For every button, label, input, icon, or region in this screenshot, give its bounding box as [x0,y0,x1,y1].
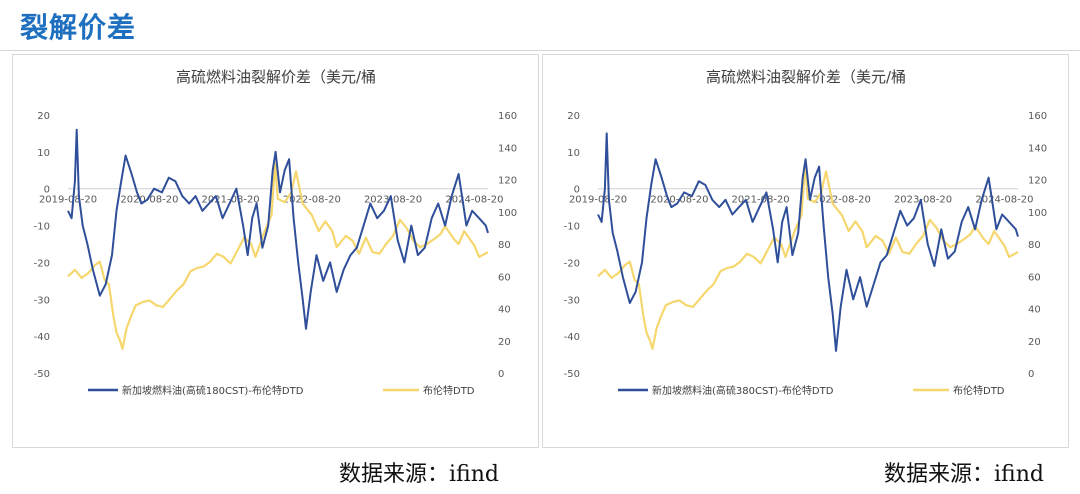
left-axis-tick-label: -20 [564,258,580,269]
x-axis-tick-label: 2024-08-20 [975,195,1033,206]
left-axis-tick-label: -50 [34,369,50,380]
x-axis-tick-label: 2020-08-20 [120,195,178,206]
right-axis-tick-label: 140 [498,143,517,154]
right-axis-tick-label: 80 [498,240,511,251]
legend-label: 布伦特DTD [953,384,1005,397]
right-axis-tick-label: 40 [498,305,511,316]
right-axis-tick-label: 20 [1028,337,1041,348]
legend-label: 新加坡燃料油(高硫180CST)-布伦特DTD [122,384,304,397]
series-line-crack-spread [67,128,489,330]
left-axis-tick-label: 0 [44,185,50,196]
right-axis-tick-label: 120 [1028,176,1047,187]
left-axis-tick-label: 10 [567,148,580,159]
right-axis-tick-label: 140 [1028,143,1047,154]
x-axis-tick-label: 2022-08-20 [813,195,871,206]
right-axis-tick-label: 20 [498,337,511,348]
x-axis-tick-label: 2021-08-20 [732,195,790,206]
x-axis-tick-label: 2019-08-20 [569,195,627,206]
series-line-brent-dtd [67,162,489,350]
right-axis-tick-label: 0 [498,369,504,380]
right-axis-tick-label: 60 [1028,272,1041,283]
source-note-left: 数据来源：ifind [339,462,499,487]
chart-title: 高硫燃料油裂解价差（美元/桶 [706,68,906,86]
legend-label: 新加坡燃料油(高硫380CST)-布伦特DTD [652,384,834,397]
source-note-right: 数据来源：ifind [884,462,1044,487]
right-axis-tick-label: 80 [1028,240,1041,251]
chart-title: 高硫燃料油裂解价差（美元/桶 [176,68,376,86]
chart-380cst: 高硫燃料油裂解价差（美元/桶20100-10-20-30-40-50160140… [564,68,1047,397]
x-axis-tick-label: 2023-08-20 [894,195,952,206]
right-axis-tick-label: 100 [1028,208,1047,219]
left-axis-tick-label: -20 [34,258,50,269]
right-axis-tick-label: 120 [498,176,517,187]
left-axis-tick-label: -10 [34,222,50,233]
right-axis-tick-label: 60 [498,272,511,283]
left-axis-tick-label: -40 [564,332,580,343]
series-line-brent-dtd [597,162,1019,350]
x-axis-tick-label: 2019-08-20 [39,195,97,206]
chart-panel-left: 高硫燃料油裂解价差（美元/桶 20 10 0 -10 -20 -30 -40 -50 160 140… [12,54,539,448]
left-axis-tick-label: -10 [564,222,580,233]
left-axis-tick-label: -30 [34,295,50,306]
left-axis-tick-label: 20 [37,111,50,122]
series-line-crack-spread [597,132,1019,352]
chart-180cst: 高硫燃料油裂解价差（美元/桶20100-10-20-30-40-50160140… [34,68,517,397]
right-axis-tick-label: 100 [498,208,517,219]
left-axis-tick-label: 10 [37,148,50,159]
right-axis-tick-label: 0 [1028,369,1034,380]
legend-label: 布伦特DTD [423,384,475,397]
left-axis-tick-label: -30 [564,295,580,306]
x-axis-tick-label: 2024-08-20 [445,195,503,206]
page-title: 裂解价差 [20,11,137,44]
chart-panel-right: 高硫燃料油裂解价差（美元/桶 20 10 0 -10 -20 -30 -40 -50 160 140… [542,54,1069,448]
left-axis-tick-label: 20 [567,111,580,122]
right-axis-tick-label: 160 [498,111,517,122]
left-axis-tick-label: -50 [564,369,580,380]
right-axis-tick-label: 160 [1028,111,1047,122]
left-axis-tick-label: -40 [34,332,50,343]
left-axis-tick-label: 0 [574,185,580,196]
right-axis-tick-label: 40 [1028,305,1041,316]
title-divider [0,50,1080,51]
x-axis-tick-label: 2022-08-20 [283,195,341,206]
x-axis-tick-label: 2023-08-20 [364,195,422,206]
